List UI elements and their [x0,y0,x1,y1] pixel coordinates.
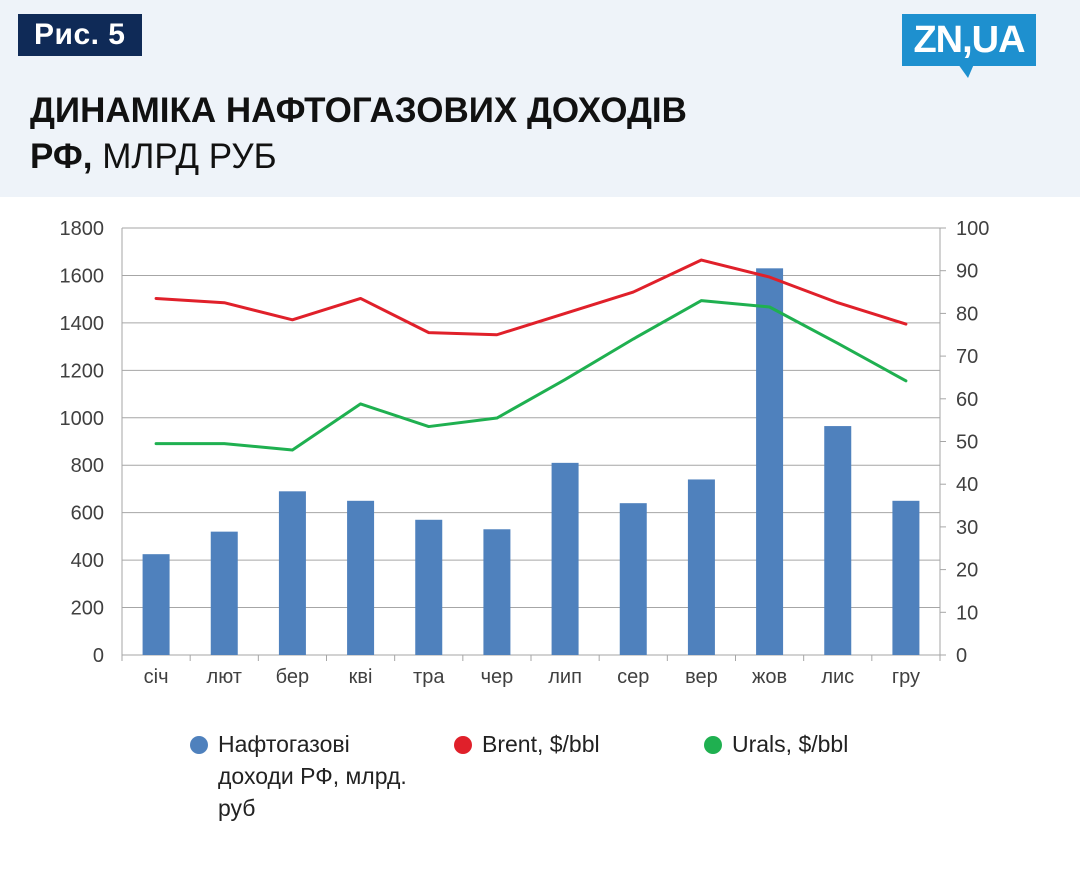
header-panel: Рис. 5 ДИНАМІКА НАФТОГАЗОВИХ ДОХОДІВ РФ,… [0,0,1080,197]
y-left-tick-label: 1400 [60,313,105,335]
chart-title-main: ДИНАМІКА НАФТОГАЗОВИХ ДОХОДІВ РФ, [30,91,687,176]
y-right-tick-label: 40 [956,474,978,496]
logo-text: ZN,UA [913,19,1025,61]
y-right-tick-label: 60 [956,389,978,411]
x-category-label: жов [752,666,787,688]
chart-legend: Нафтогазові доходи РФ, млрд. руб Brent, … [0,728,1080,838]
y-left-tick-label: 800 [71,455,104,477]
y-right-tick-label: 80 [956,303,978,325]
combo-chart: 0 200 400 600 800 1000 1200 1400 1600 1800 0 10 20 30… [60,218,990,688]
legend-label-brent: Brent, $/bbl [482,731,600,757]
zn-ua-logo[interactable]: ZN,UA [902,14,1036,78]
legend-item-urals: Urals, $/bbl [704,728,922,760]
y-right-tick-label: 30 [956,517,978,539]
bar-revenue [687,479,715,655]
y-right-tick-label: 70 [956,346,978,368]
x-category-label: кві [349,666,373,688]
legend-item-revenue: Нафтогазові доходи РФ, млрд. руб [190,728,408,824]
bar-revenue [892,500,920,655]
bar-revenue [415,519,443,655]
x-category-label: вер [685,666,718,688]
x-category-label: бер [276,666,309,688]
x-category-label: сер [617,666,649,688]
bar-revenue [551,462,579,655]
chart-title: ДИНАМІКА НАФТОГАЗОВИХ ДОХОДІВ РФ, МЛРД Р… [30,88,730,180]
y-right-tick-label: 20 [956,560,978,582]
line-urals [154,299,908,452]
legend-item-brent: Brent, $/bbl [454,728,672,760]
y-right-tick-label: 100 [956,218,989,240]
x-category-label: гру [892,666,920,688]
y-left-tick-label: 1600 [60,265,105,287]
bar-revenue [210,531,238,655]
legend-swatch-brent [454,736,472,754]
y-left-tick-label: 0 [93,645,104,667]
x-category-label: лют [207,666,242,688]
x-category-label: січ [144,666,169,688]
y-left-tick-label: 200 [71,598,104,620]
x-category-label: лис [821,666,854,688]
legend-swatch-urals [704,736,722,754]
x-category-label: тра [413,666,445,688]
logo-speech-tail [958,64,974,78]
bar-revenue [278,491,306,655]
line-brent [154,258,908,337]
logo-background [902,14,1036,66]
y-left-tick-label: 1800 [60,218,105,240]
y-left-tick-label: 1000 [60,408,105,430]
bar-revenue [756,268,784,655]
chart-title-unit: МЛРД РУБ [102,137,277,176]
legend-label-revenue: Нафтогазові доходи РФ, млрд. руб [218,731,407,821]
y-right-tick-label: 90 [956,261,978,283]
x-category-label: чер [481,666,514,688]
legend-swatch-revenue [190,736,208,754]
y-right-tick-label: 0 [956,645,967,667]
y-right-tick-label: 50 [956,432,978,454]
bar-revenue [483,529,511,655]
bar-revenue [824,426,852,655]
y-right-tick-label: 10 [956,602,978,624]
legend-label-urals: Urals, $/bbl [732,731,849,757]
figure-label: Рис. 5 [18,14,142,56]
x-category-label: лип [548,666,582,688]
bar-revenue [619,503,647,655]
bar-revenue [347,500,375,655]
y-left-tick-label: 1200 [60,360,105,382]
bar-revenue [142,554,170,655]
y-left-tick-label: 400 [71,550,104,572]
y-left-tick-label: 600 [71,503,104,525]
